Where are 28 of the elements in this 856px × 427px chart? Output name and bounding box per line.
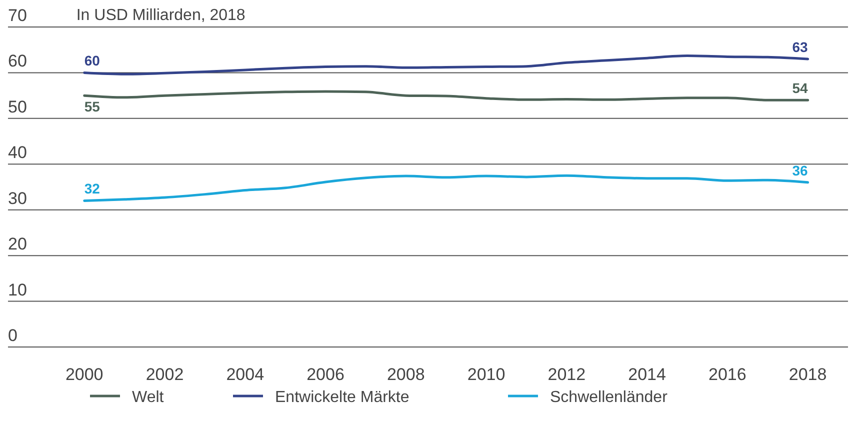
- legend-label: Welt: [132, 389, 164, 406]
- x-tick-label: 2016: [708, 365, 746, 384]
- x-tick-label: 2000: [65, 365, 104, 384]
- data-label: 55: [84, 98, 100, 115]
- x-tick-label: 2006: [306, 365, 344, 384]
- legend-label: Schwellenländer: [550, 389, 668, 406]
- y-tick-label: 50: [8, 97, 27, 116]
- data-label: 60: [84, 52, 100, 69]
- data-label: 36: [792, 162, 808, 178]
- x-tick-label: 2012: [548, 365, 586, 384]
- y-tick-label: 60: [8, 52, 27, 71]
- y-tick-label: 70: [8, 6, 27, 25]
- y-tick-label: 30: [8, 188, 27, 208]
- x-tick-label: 2002: [146, 365, 184, 384]
- x-tick-label: 2014: [628, 365, 666, 384]
- y-tick-label: 20: [8, 234, 27, 254]
- y-tick-label: 40: [8, 143, 27, 162]
- data-label: 63: [792, 39, 808, 55]
- data-label: 32: [84, 180, 100, 197]
- x-tick-label: 2008: [386, 365, 425, 384]
- legend-label: Entwickelte Märkte: [275, 389, 410, 406]
- y-tick-label: 10: [8, 280, 27, 300]
- data-label: 54: [792, 80, 808, 96]
- x-tick-label: 2010: [467, 365, 506, 384]
- y-tick-label: 0: [8, 326, 18, 345]
- x-tick-label: 2004: [226, 365, 264, 384]
- chart-title: In USD Milliarden, 2018: [76, 7, 246, 24]
- x-tick-label: 2018: [788, 365, 827, 384]
